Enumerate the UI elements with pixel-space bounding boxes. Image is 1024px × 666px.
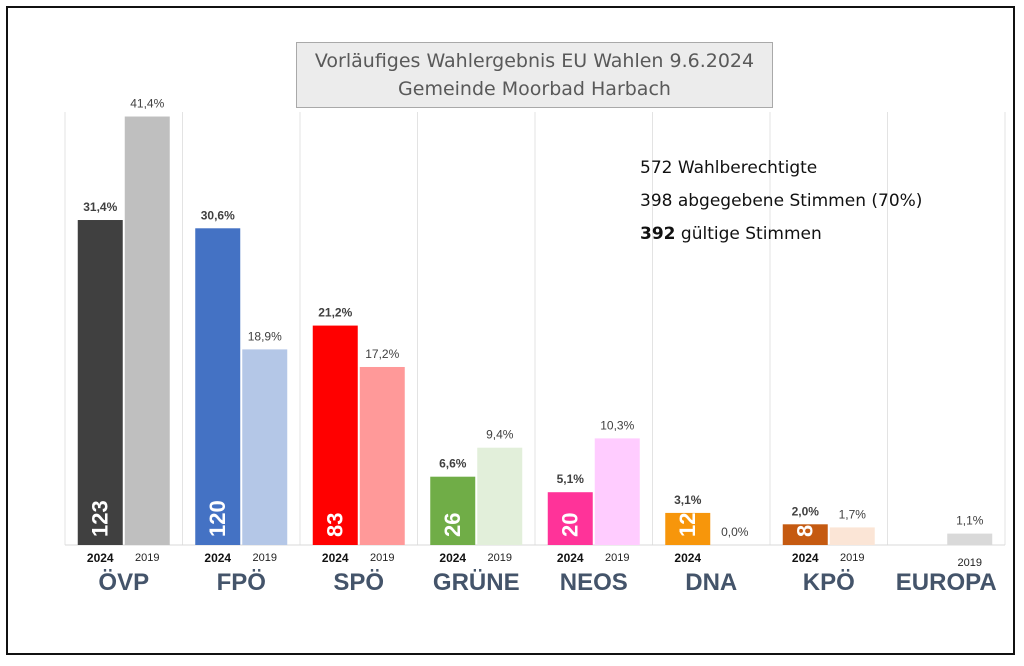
votes-label-2024: 8	[792, 525, 817, 537]
year-label-2024: 2024	[439, 551, 466, 565]
bar-2024-4	[547, 492, 593, 545]
valid-votes-label: gültige Stimmen	[675, 224, 822, 244]
bar-2024-1	[195, 228, 241, 546]
bar-2019-6	[829, 527, 875, 545]
bar-2019-4	[594, 438, 640, 545]
year-label-2024: 2024	[792, 551, 819, 565]
category-label: NEOS	[560, 569, 628, 596]
year-label-2024: 2024	[87, 551, 114, 565]
bar-2024-2	[312, 325, 358, 545]
votes-label-2024: 20	[557, 513, 582, 537]
stats-annotation: 572 Wahlberechtigte 398 abgegebene Stimm…	[640, 152, 922, 251]
eligible-voters: 572 Wahlberechtigte	[640, 158, 818, 178]
year-label-2019: 2019	[370, 552, 394, 564]
category-label: FPÖ	[217, 569, 266, 596]
bar-2024-6	[782, 524, 828, 545]
bar-2019-7	[947, 533, 993, 545]
year-label-2019: 2019	[605, 552, 629, 564]
valid-votes-number: 392	[640, 224, 676, 244]
chart-title: Vorläufiges Wahlergebnis EU Wahlen 9.6.2…	[314, 50, 755, 72]
year-label-2019: 2019	[958, 557, 982, 569]
category-label: KPÖ	[803, 569, 855, 596]
year-label-2019: 2019	[135, 552, 159, 564]
category-label: GRÜNE	[433, 569, 520, 596]
bar-2019-0	[124, 116, 170, 545]
data-label-2024: 3,1%	[674, 493, 702, 507]
data-label-2024: 2,0%	[792, 504, 820, 518]
category-label: SPÖ	[333, 569, 384, 596]
data-label-2019: 10,3%	[600, 418, 634, 432]
bar-2024-3	[430, 476, 476, 545]
data-label-2024: 30,6%	[201, 208, 235, 222]
cast-votes: 398 abgegebene Stimmen (70%)	[640, 191, 923, 211]
data-label-2019: 1,7%	[839, 507, 867, 521]
bar-2019-2	[359, 366, 405, 545]
data-label-2019: 17,2%	[365, 347, 399, 361]
chart-frame	[6, 6, 1015, 655]
valid-votes: 392 gültige Stimmen	[640, 218, 922, 251]
data-label-2019: 1,1%	[956, 514, 984, 528]
chart-title-box: Vorläufiges Wahlergebnis EU Wahlen 9.6.2…	[296, 42, 773, 108]
bar-2024-0	[77, 220, 123, 545]
votes-label-2024: 12	[675, 513, 700, 537]
year-label-2024: 2024	[674, 551, 701, 565]
year-label-2024: 2024	[557, 551, 584, 565]
chart-subtitle: Gemeinde Moorbad Harbach	[398, 78, 671, 100]
category-label: ÖVP	[98, 569, 149, 596]
year-label-2019: 2019	[840, 552, 864, 564]
category-label: DNA	[685, 569, 737, 596]
data-label-2024: 31,4%	[83, 200, 117, 214]
votes-label-2024: 26	[440, 513, 465, 537]
year-label-2019: 2019	[488, 552, 512, 564]
bar-2024-5	[665, 512, 711, 545]
data-label-2024: 5,1%	[557, 472, 585, 486]
year-label-2024: 2024	[204, 551, 231, 565]
votes-label-2024: 83	[322, 513, 347, 537]
votes-label-2024: 123	[87, 500, 112, 537]
data-label-2019: 41,4%	[130, 97, 164, 111]
data-label-2019: 0,0%	[721, 525, 749, 539]
votes-label-2024: 120	[205, 500, 230, 537]
data-label-2024: 6,6%	[439, 457, 467, 471]
data-label-2019: 18,9%	[248, 329, 282, 343]
bar-2019-3	[477, 447, 523, 545]
year-label-2019: 2019	[253, 552, 277, 564]
data-label-2024: 21,2%	[318, 306, 352, 320]
year-label-2024: 2024	[322, 551, 349, 565]
bar-2019-1	[242, 349, 288, 545]
category-label: EUROPA	[896, 569, 997, 596]
data-label-2019: 9,4%	[486, 428, 514, 442]
